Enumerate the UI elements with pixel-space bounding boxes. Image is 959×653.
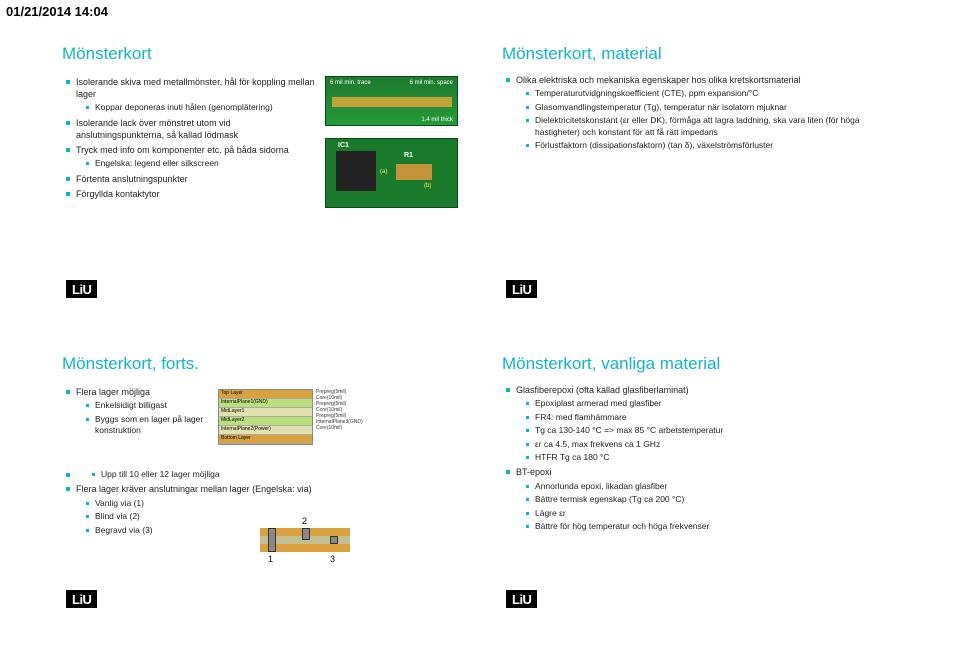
slide-4-title: Mönsterkort, vanliga material	[500, 354, 900, 374]
s4-b1d: εr ca 4.5, max frekvens ca 1 GHz	[526, 439, 900, 450]
slide-3: Mönsterkort, forts. Flera lager möjliga …	[60, 352, 460, 612]
s4-b2c: Lägre εr	[526, 508, 900, 519]
logo: LiU	[506, 280, 537, 298]
pcb-figure: 6 mil min. trace 6 mil min. space 1.4 mi…	[325, 76, 460, 206]
slide-4: Mönsterkort, vanliga material Glasfibere…	[500, 352, 900, 612]
s4-b1a: Epoxiplast armerad med glasfiber	[526, 398, 900, 409]
s2-b1: Olika elektriska och mekaniska egenskape…	[506, 74, 900, 151]
via-3	[330, 536, 338, 544]
s1-b3-text: Tryck med info om komponenter etc. på bå…	[76, 145, 289, 155]
s1-b5: Förgyllda kontaktytor	[66, 188, 317, 200]
stack-l4: MidLayer2	[219, 417, 312, 426]
s4-b1-text: Glasfiberepoxi (ofta kallad glasfiberlam…	[516, 385, 689, 395]
s1-b1: Isolerande skiva med metallmönster, hål …	[66, 76, 317, 114]
s3-b1: Flera lager möjliga Enkelsidigt billigas…	[66, 386, 210, 437]
s4-b2: BT-epoxi Annorlunda epoxi, likadan glasf…	[506, 466, 900, 532]
logo: LiU	[66, 590, 97, 608]
s1-b4: Förtenta anslutningspunkter	[66, 173, 317, 185]
s4-b2b: Bättre termisk egenskap (Tg ca 200 °C)	[526, 494, 900, 505]
slides-grid: Mönsterkort Isolerande skiva med metallm…	[60, 42, 900, 612]
timestamp: 01/21/2014 14:04	[6, 4, 108, 19]
s3-b1a: Enkelsidigt billigast	[86, 400, 210, 411]
slide-1: Mönsterkort Isolerande skiva med metallm…	[60, 42, 460, 302]
s4-b1c: Tg ca 130-140 °C => max 85 °C arbetstemp…	[526, 425, 900, 436]
slide-1-title: Mönsterkort	[60, 44, 460, 64]
slide-2-title: Mönsterkort, material	[500, 44, 900, 64]
via-1	[268, 528, 276, 552]
s3-b2b: Blind via (2)	[86, 511, 460, 522]
logo: LiU	[66, 280, 97, 298]
stack-right-labels: Prepreg(5mil) Core(10mil) Prepreg(5mil) …	[316, 389, 363, 431]
s3-b1b: Byggs som en lager på lager konstruktion	[86, 414, 210, 437]
marker-b: (b)	[424, 183, 431, 189]
s4-b1b: FR4: med flamhämmare	[526, 412, 900, 423]
via-figure: 1 2 3	[260, 522, 350, 556]
fig-lbl-trace: 6 mil min. trace	[330, 80, 371, 86]
s4-b2a: Annorlunda epoxi, likadan glasfiber	[526, 481, 900, 492]
resistor-icon	[396, 164, 432, 180]
stack-l6: Bottom Layer	[219, 435, 312, 444]
stack-l2: InternalPlane1(GND)	[219, 399, 312, 408]
s4-b2d: Bättre för hög temperatur och höga frekv…	[526, 521, 900, 532]
s4-b1: Glasfiberepoxi (ofta kallad glasfiberlam…	[506, 384, 900, 463]
stack-l3: MidLayer1	[219, 408, 312, 417]
ic-label: IC1	[338, 142, 349, 149]
slide-3-title: Mönsterkort, forts.	[60, 354, 460, 374]
layer-stack: Top Layer InternalPlane1(GND) MidLayer1 …	[218, 389, 313, 445]
s1-b3a: Engelska: legend eller silkscreen	[86, 158, 317, 169]
via-num-3: 3	[330, 554, 335, 564]
s3-b2-text: Flera lager kräver anslutningar mellan l…	[76, 484, 312, 494]
s1-b1-text: Isolerande skiva med metallmönster, hål …	[76, 77, 315, 99]
fig-lbl-thick: 1.4 mil thick	[421, 117, 453, 123]
fig-lbl-space: 6 mil min. space	[410, 80, 453, 86]
slide-2: Mönsterkort, material Olika elektriska o…	[500, 42, 900, 302]
s1-b1a: Koppar deponeras inuti hålen (genompläte…	[86, 102, 317, 113]
r-label: R1	[404, 152, 413, 159]
s4-b2-text: BT-epoxi	[516, 467, 552, 477]
s2-b1a: Temperaturutvidgningskoefficient (CTE), …	[526, 88, 900, 99]
marker-a: (a)	[380, 169, 387, 175]
stack-l5: InternalPlane2(Power)	[219, 426, 312, 435]
rl7: Core(10mil)	[316, 425, 363, 431]
via-2	[302, 528, 310, 540]
s2-b1-text: Olika elektriska och mekaniska egenskape…	[516, 75, 801, 85]
s2-b1d: Förlustfaktorn (dissipationsfaktorn) (ta…	[526, 140, 900, 151]
s3-b2a: Vanlig via (1)	[86, 498, 460, 509]
via-num-1: 1	[268, 554, 273, 564]
stack-l1: Top Layer	[219, 390, 312, 399]
s3-b1c: Upp till 10 eller 12 lager möjliga	[92, 469, 460, 480]
s4-b1e: HTFR Tg ca 180 °C	[526, 452, 900, 463]
s1-b3: Tryck med info om komponenter etc. på bå…	[66, 144, 317, 170]
chip-icon	[336, 151, 376, 191]
s1-b2: Isolerande lack över mönstret utom vid a…	[66, 117, 317, 141]
s2-b1b: Glasomvandlingstemperatur (Tg), temperat…	[526, 102, 900, 113]
via-num-2: 2	[302, 516, 307, 526]
logo: LiU	[506, 590, 537, 608]
s3-b1-text: Flera lager möjliga	[76, 387, 150, 397]
s2-b1c: Dielektricitetskonstant (εr eller DK), f…	[526, 115, 900, 138]
